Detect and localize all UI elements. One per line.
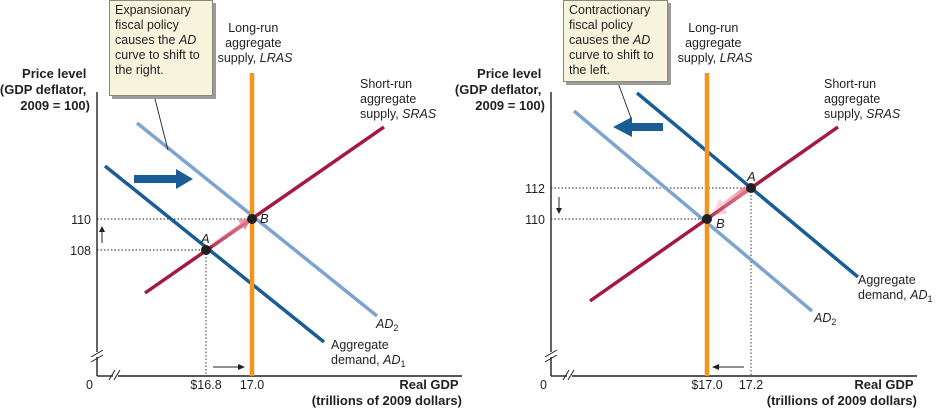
right-y-axis-break <box>544 349 558 363</box>
right-movement-arrow-icon <box>710 186 748 217</box>
right-point-a <box>746 183 756 193</box>
right-callout-box: Contractionary fiscal policy causes the … <box>563 0 668 82</box>
right-point-a-label: A <box>746 169 756 184</box>
up-arrow-icon <box>99 226 105 243</box>
left-x-move-arrow <box>213 364 245 370</box>
callout-line: Expansionary <box>115 3 191 17</box>
right-lras-label: Long-run aggregate supply, LRAS <box>678 21 753 65</box>
right-point-b <box>702 214 712 224</box>
right-shift-arrow-icon <box>134 169 193 189</box>
callout-line: causes the AD <box>569 33 651 47</box>
right-y-tick-110: 110 <box>525 213 545 227</box>
left-x-tick-170: 17.0 <box>240 378 264 392</box>
left-ad1-label: Aggregate demand, AD1 <box>331 338 406 369</box>
left-sras-label: Short-run aggregate supply, SRAS <box>360 77 437 121</box>
right-x-tick-170: $17.0 <box>691 378 722 392</box>
left-movement-arrow-icon <box>210 219 251 248</box>
left-point-a <box>201 245 211 255</box>
left-y-axis-title: Price level (GDP deflator, 2009 = 100) <box>0 66 90 113</box>
callout-line: the left. <box>569 63 610 77</box>
right-x-move-arrow <box>712 364 744 370</box>
right-ad1-label: Aggregate demand, AD1 <box>858 273 933 304</box>
left-y-tick-110: 110 <box>71 213 91 227</box>
callout-line: Contractionary <box>569 3 651 17</box>
right-x-tick-172: 17.2 <box>739 378 763 392</box>
callout-line: causes the AD <box>115 33 197 47</box>
right-panel: Price level (GDP deflator, 2009 = 100) 1… <box>455 21 933 408</box>
right-ad2-label: AD2 <box>813 311 836 327</box>
right-x-axis-title: Real GDP (trillions of 2009 dollars) <box>767 377 917 408</box>
left-y-tick-108: 108 <box>70 244 91 258</box>
callout-line: curve to shift to <box>115 48 200 62</box>
left-ad2-curve <box>135 121 379 318</box>
callout-line: curve to shift to <box>569 48 654 62</box>
left-point-a-label: A <box>200 231 210 246</box>
left-point-b <box>247 214 257 224</box>
right-x-axis-break <box>562 369 575 381</box>
left-point-b-label: B <box>260 211 269 226</box>
down-arrow-icon <box>556 197 562 214</box>
left-y-axis-break <box>90 349 104 363</box>
right-sras-label: Short-run aggregate supply, SRAS <box>824 77 901 121</box>
left-ad2-label: AD2 <box>375 317 398 333</box>
callout-line: fiscal policy <box>569 18 633 32</box>
left-ad1-curve <box>103 164 326 344</box>
right-callout-pointer <box>616 79 632 119</box>
right-y-tick-112: 112 <box>525 182 545 196</box>
left-callout-box: Expansionary fiscal policy causes the AD… <box>109 0 213 96</box>
callout-line: fiscal policy <box>115 18 179 32</box>
left-shift-arrow-icon <box>613 117 663 137</box>
left-x-axis-title: Real GDP (trillions of 2009 dollars) <box>312 377 462 408</box>
callout-line: the right. <box>115 63 164 77</box>
left-lras-label: Long-run aggregate supply, LRAS <box>218 21 293 65</box>
right-point-b-label: B <box>716 216 725 231</box>
right-y-axis-title: Price level (GDP deflator, 2009 = 100) <box>455 66 545 113</box>
left-panel: Price level (GDP deflator, 2009 = 100) 1… <box>0 21 462 408</box>
left-x-tick-168: $16.8 <box>190 378 221 392</box>
right-origin-label: 0 <box>540 378 547 392</box>
left-callout-pointer <box>153 94 169 151</box>
right-ad2-curve <box>572 109 814 313</box>
left-origin-label: 0 <box>86 378 93 392</box>
left-sras-curve <box>144 125 385 295</box>
left-x-axis-break <box>108 369 121 381</box>
